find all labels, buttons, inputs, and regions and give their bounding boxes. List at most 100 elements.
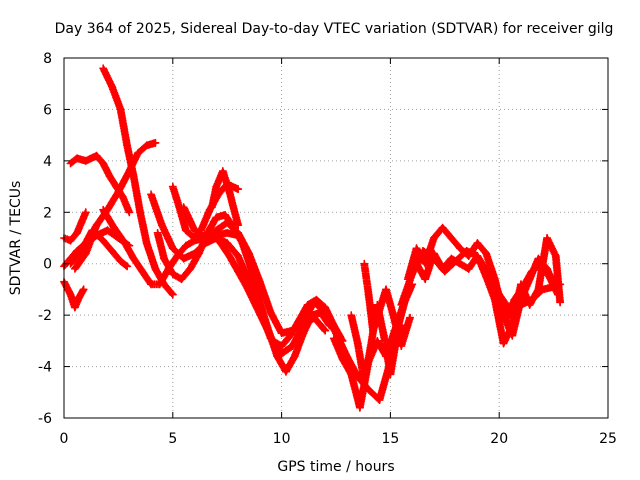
data-point: [332, 329, 340, 338]
data-point: [116, 105, 125, 114]
data-point: [429, 249, 438, 258]
data-point: [66, 236, 75, 245]
data-point: [179, 254, 188, 263]
data-point: [142, 141, 151, 150]
data-point: [118, 192, 127, 201]
data-point: [120, 239, 129, 248]
series-arc-1: [60, 277, 88, 312]
data-point: [290, 352, 299, 361]
data-point: [456, 244, 465, 253]
data-point: [347, 311, 356, 320]
data-point: [190, 226, 199, 235]
data-point: [212, 213, 221, 222]
data-point: [255, 277, 264, 286]
data-point: [223, 239, 232, 248]
data-point: [266, 308, 275, 317]
data-point: [181, 241, 190, 250]
data-point: [375, 306, 384, 314]
data-point: [484, 264, 493, 273]
data-point: [473, 239, 482, 248]
data-point: [66, 159, 75, 168]
data-point: [360, 259, 369, 268]
data-point: [268, 336, 277, 345]
data-point: [153, 228, 162, 237]
data-point: [338, 354, 347, 363]
data-point: [366, 342, 375, 350]
data-point: [129, 172, 138, 181]
y-tick-label: 0: [43, 257, 52, 273]
data-point: [194, 249, 203, 258]
data-point: [234, 221, 243, 230]
data-point: [360, 378, 369, 386]
data-point: [525, 300, 534, 309]
data-point: [107, 246, 116, 255]
data-point: [186, 264, 195, 273]
data-point: [508, 321, 517, 330]
data-point: [273, 352, 282, 361]
data-point: [155, 280, 164, 289]
series-arc-2: [60, 208, 90, 245]
data-point: [234, 185, 243, 194]
series-arc-17: [360, 259, 414, 350]
data-point: [405, 313, 414, 322]
data-point: [288, 342, 297, 350]
data-point: [412, 259, 421, 268]
data-point: [151, 264, 160, 273]
data-point: [168, 290, 177, 299]
data-point: [99, 205, 108, 214]
data-point: [75, 293, 84, 302]
data-point: [553, 290, 562, 299]
data-point: [375, 396, 384, 404]
data-point: [310, 298, 319, 307]
data-point: [438, 264, 447, 273]
data-point: [212, 182, 221, 191]
x-tick-label: 10: [273, 431, 291, 447]
data-point: [551, 252, 560, 260]
data-point: [77, 218, 86, 227]
data-point: [456, 259, 465, 268]
data-point: [464, 252, 473, 260]
x-tick-label: 5: [168, 431, 177, 447]
data-point: [147, 280, 156, 289]
data-point: [543, 234, 552, 242]
data-point: [207, 203, 216, 212]
y-axis-label: SDTVAR / TECUs: [8, 181, 24, 296]
data-point: [388, 308, 397, 317]
data-point: [397, 300, 406, 309]
data-point: [412, 244, 421, 253]
data-point: [114, 187, 123, 196]
series-arc-7: [99, 64, 177, 299]
series-arc-21: [484, 259, 562, 325]
data-point: [277, 342, 286, 350]
data-point: [133, 149, 142, 158]
data-point: [142, 239, 151, 248]
data-point: [168, 244, 177, 253]
data-point: [110, 223, 119, 232]
x-tick-labels: 0 5 10 15 20 25: [60, 431, 617, 447]
data-point: [379, 331, 388, 340]
data-point: [382, 285, 391, 294]
data-point: [181, 226, 190, 235]
data-point: [151, 138, 160, 147]
data-point: [201, 234, 210, 242]
data-point: [299, 329, 308, 338]
data-point: [251, 300, 260, 309]
data-point: [527, 267, 536, 276]
data-point: [160, 254, 169, 263]
data-point: [225, 187, 234, 196]
x-tick-label: 25: [599, 431, 617, 447]
data-point: [281, 367, 290, 376]
data-point: [92, 221, 101, 230]
data-point: [234, 228, 243, 237]
y-tick-label: 6: [43, 102, 52, 118]
data-point: [519, 282, 528, 291]
data-point: [368, 326, 377, 335]
data-point: [125, 208, 134, 217]
data-point: [177, 275, 186, 284]
data-point: [501, 316, 510, 325]
x-tick-label: 15: [381, 431, 399, 447]
series-trace: [154, 210, 334, 376]
data-point: [447, 254, 456, 263]
data-point: [190, 234, 199, 242]
series-arc-10: [153, 210, 334, 376]
